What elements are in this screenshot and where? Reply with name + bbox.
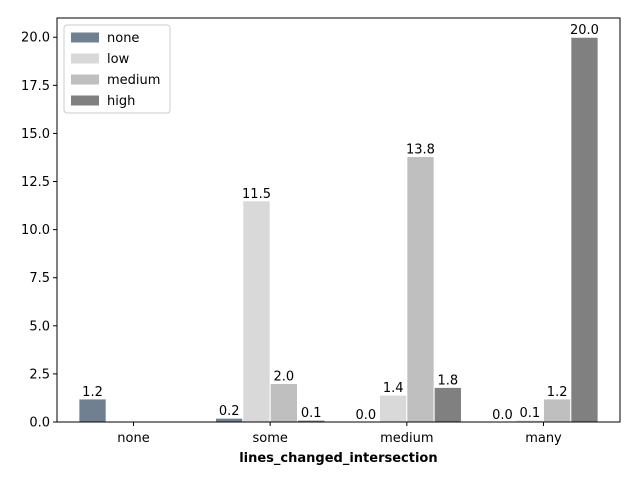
x-axis-label: lines_changed_intersection <box>239 451 437 466</box>
bar-none-none <box>78 398 107 423</box>
y-tick-label: 17.5 <box>21 79 50 94</box>
y-tick-label: 12.5 <box>21 175 50 190</box>
bar-high-many <box>570 36 599 423</box>
y-tick-label: 2.5 <box>29 367 50 382</box>
bar-medium-many <box>542 398 572 423</box>
x-tick-label-medium: medium <box>380 431 433 446</box>
data-label-none-some: 0.2 <box>219 404 240 419</box>
data-label-high-some: 0.1 <box>301 406 322 421</box>
data-label-medium-some: 2.0 <box>273 370 294 385</box>
bar-low-medium <box>378 394 408 423</box>
data-label-low-many: 0.1 <box>519 406 540 421</box>
legend-label-high: high <box>107 94 135 109</box>
bars-group <box>78 36 599 423</box>
bar-labels-group: 1.2 0.2 0.0 0.0 11.5 1.4 0.1 2.0 13.8 1.2 0.1 1.8 20… <box>82 23 599 423</box>
x-tick-label-many: many <box>525 431 562 446</box>
legend-box <box>63 24 171 114</box>
data-label-none-none: 1.2 <box>82 385 103 400</box>
y-tick-label: 7.5 <box>29 271 50 286</box>
data-label-medium-medium: 13.8 <box>406 143 435 158</box>
legend-label-low: low <box>107 52 130 67</box>
data-label-none-medium: 0.0 <box>355 408 376 423</box>
legend-swatch-low <box>71 53 99 64</box>
y-tick-label: 5.0 <box>29 319 50 334</box>
legend-label-none: none <box>107 31 139 46</box>
data-label-none-many: 0.0 <box>492 408 513 423</box>
y-tick-label: 20.0 <box>21 31 50 46</box>
data-label-low-medium: 1.4 <box>383 381 404 396</box>
data-label-medium-many: 1.2 <box>547 385 568 400</box>
legend-swatch-medium <box>71 74 99 85</box>
axes-group: 0.0 2.5 5.0 7.5 10.0 12.5 15.0 17.5 20.0 none some… <box>21 17 621 446</box>
x-tick-label-some: some <box>252 431 287 446</box>
x-tick-label-none: none <box>117 431 149 446</box>
bar-medium-medium <box>406 156 435 423</box>
legend-swatch-high <box>71 95 99 106</box>
data-label-high-medium: 1.8 <box>437 373 458 388</box>
y-tick-label: 10.0 <box>21 223 50 238</box>
data-label-high-many: 20.0 <box>570 23 599 38</box>
legend-swatch-none <box>71 32 99 43</box>
bar-low-some <box>242 200 271 423</box>
bar-high-medium <box>433 386 462 423</box>
bar-medium-some <box>269 383 299 423</box>
data-label-low-some: 11.5 <box>242 187 271 202</box>
y-tick-label: 15.0 <box>21 127 50 142</box>
y-tick-label: 0.0 <box>29 416 50 431</box>
legend: none low medium high <box>63 24 171 114</box>
plot-frame <box>56 17 621 423</box>
legend-label-medium: medium <box>107 73 160 88</box>
